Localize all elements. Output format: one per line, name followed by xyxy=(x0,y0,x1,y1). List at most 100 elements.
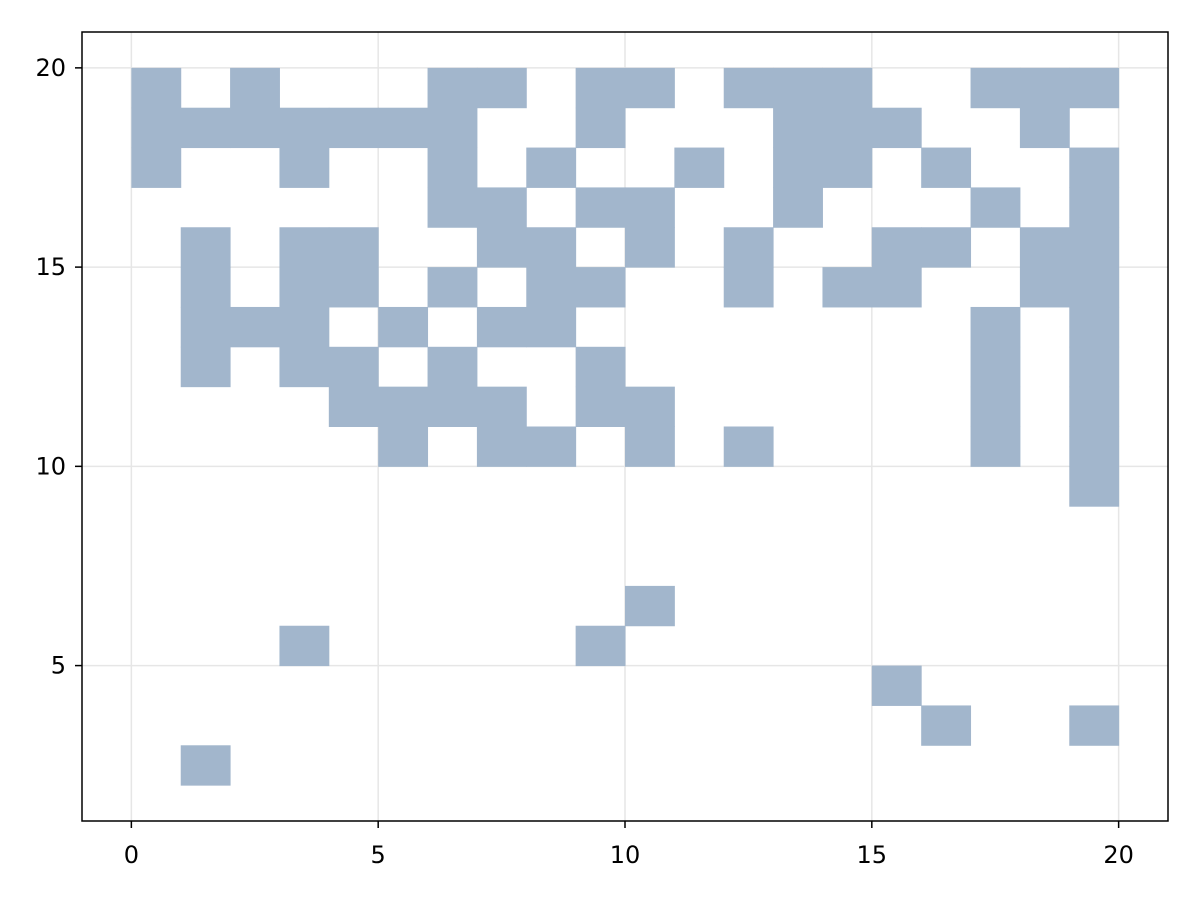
heatmap-cell xyxy=(378,387,428,427)
heatmap-cell xyxy=(526,267,576,307)
heatmap-cell xyxy=(477,307,527,347)
heatmap-cell xyxy=(181,108,231,148)
heatmap-cell xyxy=(1069,705,1119,745)
heatmap-cell xyxy=(1069,267,1119,307)
heatmap-cell xyxy=(1069,68,1119,108)
heatmap-cell xyxy=(1069,148,1119,188)
heatmap-cell xyxy=(329,347,379,387)
heatmap-cell xyxy=(230,68,280,108)
heatmap-cell xyxy=(773,108,823,148)
heatmap-cell xyxy=(822,108,872,148)
heatmap-cell xyxy=(921,705,971,745)
heatmap-cell xyxy=(971,347,1021,387)
heatmap-cell xyxy=(971,68,1021,108)
heatmap-cell xyxy=(971,427,1021,467)
heatmap-cell xyxy=(131,148,181,188)
heatmap-cell xyxy=(822,148,872,188)
heatmap-cell xyxy=(822,267,872,307)
heatmap-cell xyxy=(576,267,626,307)
x-axis: 0 5 10 15 20 xyxy=(124,821,1134,869)
heatmap-cell xyxy=(279,626,329,666)
heatmap-cell xyxy=(1069,466,1119,506)
heatmap-cell xyxy=(477,227,527,267)
heatmap-cell xyxy=(428,68,478,108)
heatmap-cell xyxy=(1069,307,1119,347)
heatmap-cell xyxy=(477,387,527,427)
y-axis: 5 10 15 20 xyxy=(35,54,82,680)
heatmap-cell xyxy=(279,227,329,267)
heatmap-cell xyxy=(625,586,675,626)
heatmap-cell xyxy=(279,267,329,307)
heatmap-cell xyxy=(921,148,971,188)
heatmap-cell xyxy=(279,307,329,347)
heatmap-cell xyxy=(230,307,280,347)
heatmap-cell xyxy=(428,347,478,387)
heatmap-cell xyxy=(279,108,329,148)
heatmap-cell xyxy=(1069,187,1119,227)
x-tick-label: 10 xyxy=(610,841,641,869)
heatmap-cell xyxy=(1069,347,1119,387)
heatmap-cell xyxy=(724,427,774,467)
heatmap-cell xyxy=(428,387,478,427)
heatmap-cell xyxy=(428,187,478,227)
heatmap-cell xyxy=(724,68,774,108)
heatmap-cell xyxy=(1020,267,1070,307)
heatmap-cell xyxy=(181,745,231,785)
heatmap-cell xyxy=(971,387,1021,427)
heatmap-cell xyxy=(378,427,428,467)
heatmap-cell xyxy=(526,227,576,267)
heatmap-cell xyxy=(428,267,478,307)
y-tick-label: 15 xyxy=(35,253,66,281)
heatmap-cell xyxy=(329,267,379,307)
heatmap-cell xyxy=(1020,108,1070,148)
heatmap-cell xyxy=(329,108,379,148)
heatmap-cell xyxy=(477,68,527,108)
heatmap-cell xyxy=(1069,427,1119,467)
x-tick-label: 20 xyxy=(1103,841,1134,869)
heatmap-cell xyxy=(1020,68,1070,108)
heatmap-cell xyxy=(625,227,675,267)
heatmap-cell xyxy=(329,387,379,427)
heatmap-cell xyxy=(576,187,626,227)
heatmap-cell xyxy=(724,267,774,307)
heatmap-cell xyxy=(724,227,774,267)
heatmap-cell xyxy=(131,68,181,108)
heatmap-cell xyxy=(378,108,428,148)
heatmap-cell xyxy=(181,267,231,307)
heatmap-cell xyxy=(1020,227,1070,267)
x-tick-label: 15 xyxy=(857,841,888,869)
heatmap-cell xyxy=(526,307,576,347)
heatmap-cell xyxy=(576,387,626,427)
x-tick-label: 0 xyxy=(124,841,139,869)
heatmap-cell xyxy=(822,68,872,108)
heatmap-cell xyxy=(971,187,1021,227)
heatmap-cell xyxy=(378,307,428,347)
heatmap-cell xyxy=(477,187,527,227)
heatmap-cell xyxy=(773,68,823,108)
heatmap-cell xyxy=(230,108,280,148)
heatmap-cell xyxy=(872,666,922,706)
heatmap-cell xyxy=(576,68,626,108)
heatmap-cell xyxy=(329,227,379,267)
heatmap-cell xyxy=(921,227,971,267)
heatmap-cell xyxy=(625,68,675,108)
heatmap-cell xyxy=(872,108,922,148)
heatmap-cell xyxy=(576,347,626,387)
heatmap-cell xyxy=(477,427,527,467)
heatmap-cell xyxy=(428,148,478,188)
heatmap-cell xyxy=(279,347,329,387)
heatmap-cell xyxy=(872,227,922,267)
heatmap-cell xyxy=(131,108,181,148)
heatmap-cell xyxy=(576,626,626,666)
heatmap-cell xyxy=(576,108,626,148)
y-tick-label: 5 xyxy=(51,652,66,680)
heatmap-cell xyxy=(181,227,231,267)
heatmap-cell xyxy=(526,427,576,467)
heatmap-cell xyxy=(773,148,823,188)
heatmap-cell xyxy=(181,347,231,387)
y-tick-label: 10 xyxy=(35,452,66,480)
heatmap-cell xyxy=(1069,387,1119,427)
heatmap-cell xyxy=(625,387,675,427)
heatmap-cell xyxy=(625,427,675,467)
